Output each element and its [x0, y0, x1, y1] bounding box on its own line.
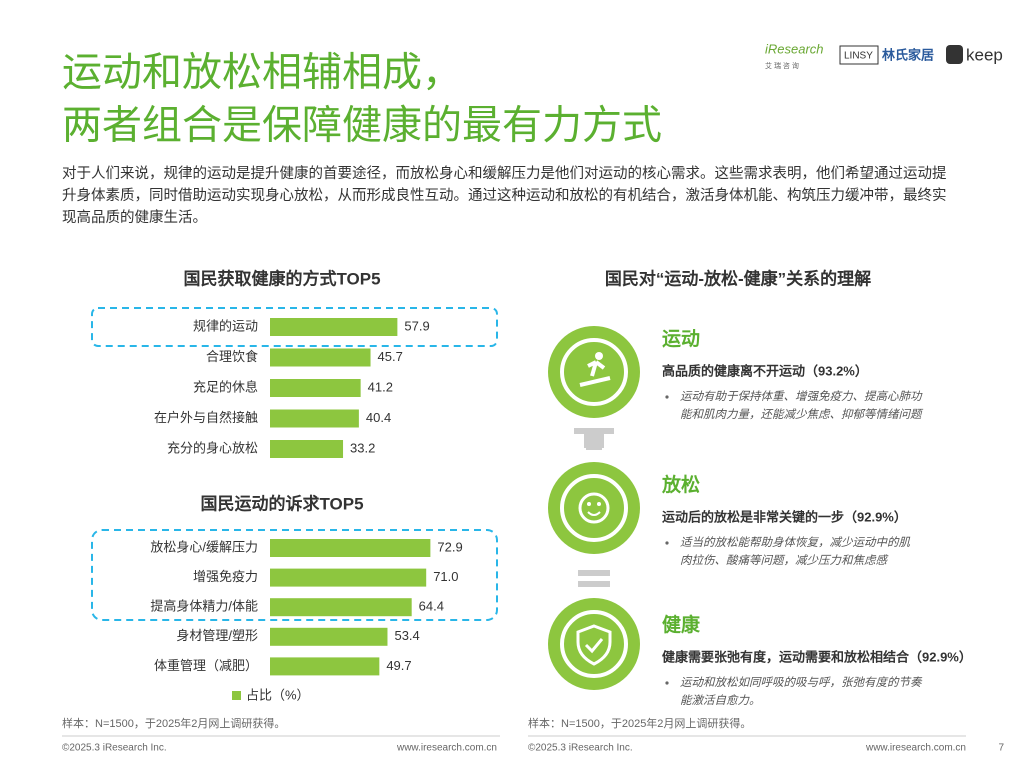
bar [270, 539, 431, 557]
value-label: 72.9 [437, 539, 462, 554]
category-label: 体重管理（减肥） [154, 658, 258, 673]
bar [270, 440, 344, 458]
category-label: 增强免疫力 [193, 569, 258, 584]
url: www.iresearch.com.cn [396, 743, 497, 754]
item-bullet: 能和肌肉力量，还能减少焦虑、抑郁等情绪问题 [680, 408, 924, 421]
value-label: 49.7 [386, 658, 411, 673]
bar [270, 348, 371, 367]
logo: LINSY [844, 51, 873, 62]
logo: 艾 瑞 咨 询 [765, 61, 799, 70]
logo-box [839, 45, 879, 65]
bar [270, 627, 388, 646]
item-heading: 放松 [661, 473, 700, 496]
logo: keep [966, 45, 1003, 64]
legend-swatch [232, 691, 241, 700]
logo: 林氏家居 [882, 47, 934, 62]
highlight-box [91, 529, 498, 621]
bullet [665, 395, 669, 399]
highlight-box [91, 307, 498, 347]
item-subtitle: 高品质的健康离不开运动（93.2%） [662, 363, 868, 378]
url: www.iresearch.com.cn [865, 743, 966, 754]
value-label: 33.2 [350, 440, 375, 455]
value-label: 53.4 [394, 628, 419, 643]
item-heading: 运动 [662, 328, 700, 350]
logo: iResearch [765, 41, 824, 56]
logo-box [946, 45, 963, 64]
bar [270, 318, 398, 336]
bar [270, 598, 412, 617]
value-label: 45.7 [378, 349, 403, 364]
item-subtitle: 运动后的放松是非常关键的一步（92.9%） [662, 509, 907, 524]
item-heading: 健康 [662, 613, 701, 636]
item-bullet: 适当的放松能帮助身体恢复，减少运动中的肌 [680, 536, 910, 549]
chart-title: 国民获取健康的方式TOP5 [183, 268, 380, 288]
category-label: 身材管理/塑形 [176, 628, 258, 643]
intro: 对于人们来说，规律的运动是提升健康的首要途径，而放松身心和缓解压力是他们对运动的… [62, 166, 947, 226]
value-label: 57.9 [404, 318, 429, 333]
category-label: 充分的身心放松 [167, 440, 258, 455]
category-label: 规律的运动 [193, 318, 258, 333]
footnote: 样本：N=1500，于2025年2月网上调研获得。 [528, 716, 751, 730]
bar [270, 409, 359, 428]
chart-title: 国民运动的诉求TOP5 [200, 493, 363, 513]
page-number: 7 [998, 743, 1004, 754]
category-label: 合理饮食 [206, 349, 258, 364]
bar [270, 657, 380, 676]
section-title: 国民对“运动-放松-健康”关系的理解 [605, 268, 871, 288]
category-label: 在户外与自然接触 [154, 410, 258, 425]
value-label: 71.0 [433, 569, 458, 584]
bullet [665, 541, 669, 545]
copyright: ©2025.3 iResearch Inc. [62, 743, 167, 754]
item-bullet: 肉拉伤、酸痛等问题，减少压力和焦虑感 [680, 554, 889, 567]
copyright: ©2025.3 iResearch Inc. [528, 743, 633, 754]
value-label: 40.4 [366, 410, 391, 425]
category-label: 提高身体精力/体能 [150, 599, 258, 614]
icons [548, 326, 640, 690]
title: 运动和放松相辅相成， [62, 51, 462, 95]
bar [270, 568, 427, 587]
value-label: 41.2 [368, 379, 393, 394]
category-label: 充足的休息 [193, 379, 258, 394]
item-subtitle: 健康需要张弛有度，运动需要和放松相结合（92.9%） [662, 649, 972, 664]
item-bullet: 运动有助于保持体重、增强免疫力、提高心肺功 [680, 390, 923, 403]
item-bullet: 能激活自愈力。 [680, 694, 761, 707]
bullet [665, 681, 669, 685]
title: 两者组合是保障健康的最有力方式 [62, 104, 662, 148]
value-label: 64.4 [419, 599, 444, 614]
footnote: 样本：N=1500，于2025年2月网上调研获得。 [62, 716, 285, 730]
category-label: 放松身心/缓解压力 [150, 539, 258, 554]
bar [270, 379, 361, 397]
legend-label: 占比（%） [246, 687, 310, 702]
item-bullet: 运动和放松如同呼吸的吸与呼，张弛有度的节奏 [680, 676, 923, 689]
